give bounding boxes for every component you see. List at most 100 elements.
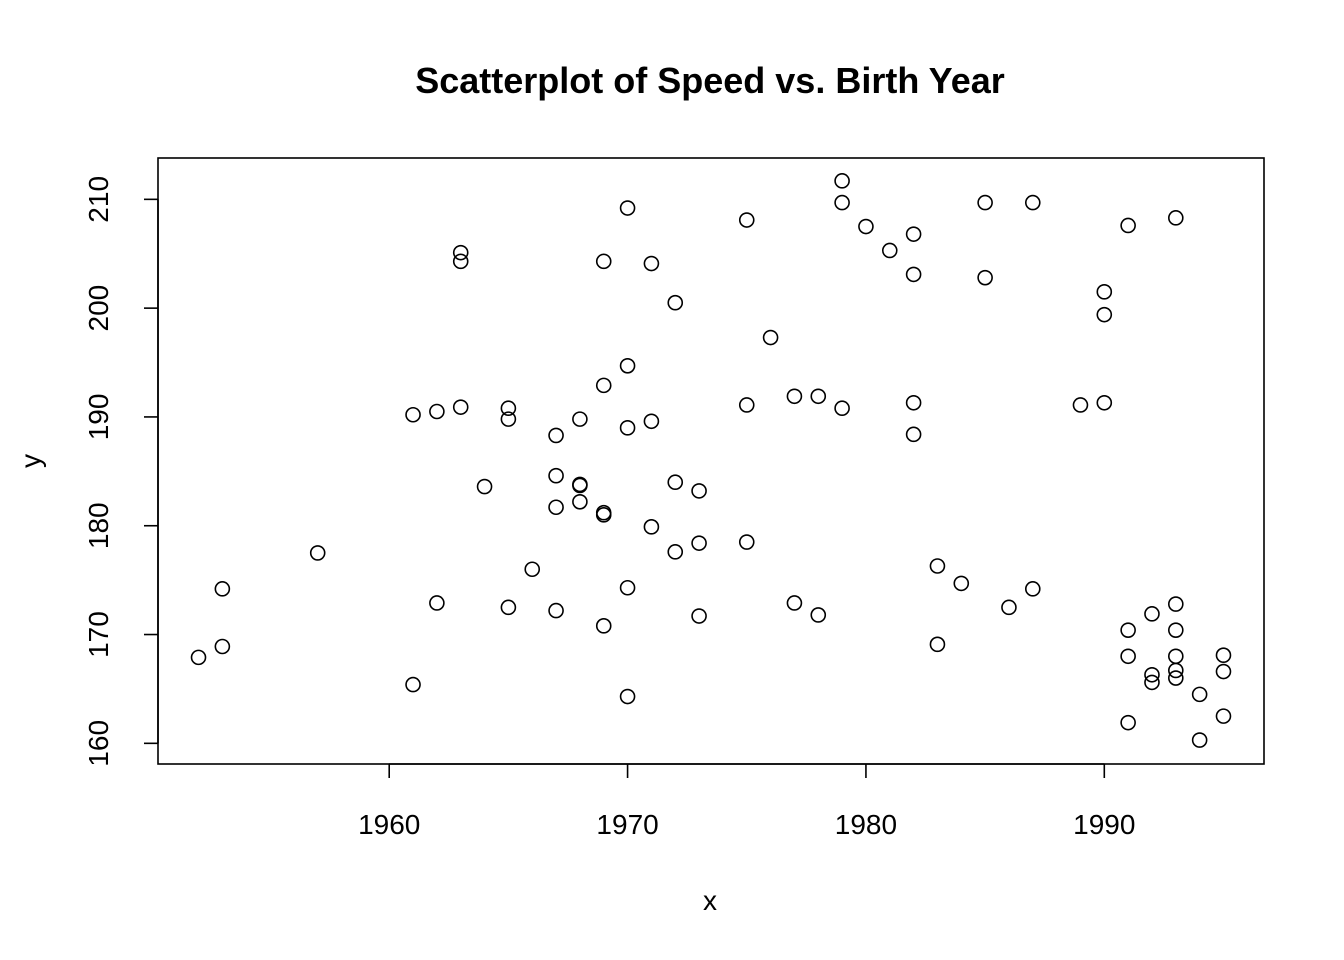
y-tick-label: 210 xyxy=(83,176,114,223)
data-point xyxy=(524,561,541,578)
data-point xyxy=(691,608,707,624)
data-point xyxy=(500,599,517,616)
data-point xyxy=(977,194,993,211)
data-point xyxy=(905,394,922,411)
data-point xyxy=(643,413,660,430)
y-tick-label: 190 xyxy=(83,394,114,441)
data-point xyxy=(786,388,803,405)
data-point xyxy=(905,226,922,242)
data-point xyxy=(1168,210,1184,226)
data-point xyxy=(214,638,231,655)
data-point xyxy=(1168,622,1184,638)
data-point xyxy=(1168,648,1184,665)
x-tick-label: 1970 xyxy=(596,809,658,840)
x-axis-label: x xyxy=(703,885,717,916)
y-tick-label: 170 xyxy=(83,611,114,658)
data-point xyxy=(929,558,946,574)
data-point xyxy=(667,294,684,311)
data-point xyxy=(500,400,517,417)
data-point xyxy=(1144,606,1160,622)
data-point xyxy=(810,607,827,623)
data-points xyxy=(190,173,1232,748)
data-point xyxy=(500,411,517,427)
data-point xyxy=(1120,714,1136,731)
data-point xyxy=(929,636,946,653)
data-point xyxy=(834,173,850,189)
data-point xyxy=(667,544,684,560)
data-point xyxy=(548,427,564,444)
x-axis: 1960 1970 1980 1990 xyxy=(358,763,1135,840)
data-point xyxy=(1096,284,1113,300)
data-point xyxy=(1168,670,1184,686)
data-point xyxy=(691,483,707,499)
data-point xyxy=(572,411,588,427)
data-point xyxy=(738,212,755,228)
data-point xyxy=(834,400,850,417)
data-point xyxy=(1215,708,1232,724)
y-tick-label: 180 xyxy=(83,502,114,549)
y-tick-label: 200 xyxy=(83,285,114,332)
data-point xyxy=(1024,581,1041,597)
data-point xyxy=(1120,648,1136,665)
data-point xyxy=(810,388,827,405)
data-point xyxy=(1215,663,1232,680)
data-point xyxy=(429,403,445,420)
data-point xyxy=(452,399,469,415)
data-point xyxy=(619,200,636,216)
data-point xyxy=(762,329,779,346)
data-point xyxy=(429,595,445,611)
x-tick-label: 1990 xyxy=(1073,809,1135,840)
data-point xyxy=(691,535,707,551)
data-point xyxy=(1120,217,1136,234)
data-point xyxy=(953,575,970,592)
data-point xyxy=(1144,674,1160,691)
data-point xyxy=(572,477,588,494)
data-point xyxy=(905,266,922,283)
data-point xyxy=(405,676,421,693)
y-axis-label: y xyxy=(15,454,46,468)
data-point xyxy=(572,493,588,510)
data-point xyxy=(1072,397,1089,413)
data-point xyxy=(548,499,564,516)
data-point xyxy=(643,519,660,535)
data-point xyxy=(595,377,612,394)
data-point xyxy=(667,474,684,491)
data-point xyxy=(1096,394,1113,411)
data-point xyxy=(595,507,612,523)
data-point xyxy=(595,253,612,270)
data-point xyxy=(548,602,564,619)
data-point xyxy=(452,253,469,270)
data-point xyxy=(309,545,326,561)
data-point xyxy=(858,218,874,235)
data-point xyxy=(1191,686,1208,703)
plot-frame xyxy=(157,157,1265,765)
data-point xyxy=(1001,599,1017,616)
data-point xyxy=(619,579,636,596)
data-point xyxy=(1120,622,1136,638)
data-point xyxy=(548,467,564,484)
data-point xyxy=(1096,306,1113,323)
data-point xyxy=(476,478,493,495)
data-point xyxy=(977,269,993,286)
data-point xyxy=(405,406,421,423)
data-point xyxy=(1168,662,1184,679)
data-point xyxy=(738,397,755,413)
data-point xyxy=(1144,666,1160,683)
data-point xyxy=(905,426,922,443)
data-point xyxy=(643,255,660,272)
chart-title: Scatterplot of Speed vs. Birth Year xyxy=(415,60,1005,101)
data-point xyxy=(1024,194,1041,211)
data-point xyxy=(1191,732,1208,748)
data-point xyxy=(881,242,898,259)
data-point xyxy=(786,595,803,611)
data-point xyxy=(452,244,469,261)
x-tick-label: 1960 xyxy=(358,809,420,840)
data-point xyxy=(619,688,636,705)
data-point xyxy=(595,618,612,634)
data-point xyxy=(834,194,850,211)
data-point xyxy=(190,649,207,666)
y-axis: 160 170 180 190 200 210 xyxy=(83,176,159,767)
x-tick-label: 1980 xyxy=(835,809,897,840)
data-point xyxy=(214,581,231,597)
